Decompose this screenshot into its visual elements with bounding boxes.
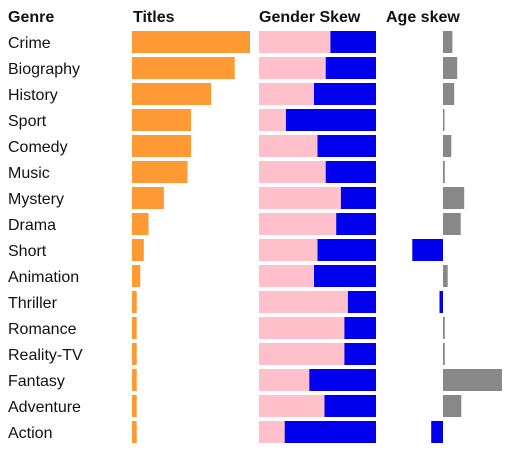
gender-female-bar-thriller	[259, 291, 348, 313]
gender-female-bar-comedy	[259, 135, 318, 157]
age-skew-bar-animation	[443, 265, 448, 287]
genre-label-mystery: Mystery	[8, 191, 64, 208]
genre-label-reality-tv: Reality-TV	[8, 347, 83, 364]
titles-bar-animation	[132, 265, 141, 287]
titles-bar-romance	[132, 317, 137, 339]
chart-rows: Crime Biography History Sport Comedy Music Mys…	[8, 31, 502, 443]
gender-male-bar-crime	[330, 31, 376, 53]
gender-male-bar-reality-tv	[344, 343, 376, 365]
gender-female-bar-history	[259, 83, 314, 105]
gender-male-bar-mystery	[340, 187, 376, 209]
genre-label-action: Action	[8, 425, 52, 442]
gender-female-bar-short	[259, 239, 318, 261]
age-skew-bar-music	[443, 161, 445, 183]
gender-male-bar-romance	[344, 317, 376, 339]
gender-male-bar-music	[325, 161, 376, 183]
gender-male-bar-history	[314, 83, 376, 105]
titles-bar-short	[132, 239, 144, 261]
age-skew-bar-thriller	[439, 291, 443, 313]
age-skew-bar-romance	[443, 317, 445, 339]
age-skew-bar-action	[431, 421, 443, 443]
genre-label-drama: Drama	[8, 217, 56, 234]
titles-bar-biography	[132, 57, 235, 79]
gender-female-bar-crime	[259, 31, 331, 53]
age-skew-bar-fantasy	[443, 369, 502, 391]
titles-bar-drama	[132, 213, 149, 235]
titles-bar-mystery	[132, 187, 164, 209]
genre-header: Genre	[8, 9, 54, 26]
gender-male-bar-thriller	[347, 291, 376, 313]
titles-header: Titles	[133, 9, 175, 26]
gender-male-bar-action	[284, 421, 376, 443]
titles-bar-crime	[132, 31, 250, 53]
genre-label-animation: Animation	[8, 269, 79, 286]
gender-female-bar-animation	[259, 265, 314, 287]
age-skew-bar-crime	[443, 31, 453, 53]
gender-female-bar-music	[259, 161, 326, 183]
gender-female-bar-biography	[259, 57, 326, 79]
titles-bar-adventure	[132, 395, 137, 417]
genre-label-fantasy: Fantasy	[8, 373, 65, 390]
gender-male-bar-biography	[325, 57, 376, 79]
gender-female-bar-drama	[259, 213, 337, 235]
genre-label-thriller: Thriller	[8, 295, 58, 312]
genre-label-sport: Sport	[8, 113, 47, 130]
age-skew-bar-reality-tv	[443, 343, 445, 365]
titles-bar-comedy	[132, 135, 191, 157]
gender-female-bar-sport	[259, 109, 286, 131]
gender-male-bar-comedy	[317, 135, 376, 157]
gender-male-bar-animation	[314, 265, 376, 287]
gender-male-bar-sport	[285, 109, 376, 131]
genre-label-music: Music	[8, 165, 50, 182]
titles-bar-music	[132, 161, 188, 183]
titles-bar-action	[132, 421, 137, 443]
age-skew-header: Age skew	[386, 9, 460, 26]
genre-label-biography: Biography	[8, 61, 80, 78]
age-skew-bar-drama	[443, 213, 461, 235]
age-skew-bar-short	[412, 239, 443, 261]
genre-label-history: History	[8, 87, 58, 104]
gender-female-bar-mystery	[259, 187, 341, 209]
age-skew-bar-history	[443, 83, 455, 105]
gender-female-bar-adventure	[259, 395, 325, 417]
gender-male-bar-fantasy	[309, 369, 376, 391]
age-skew-bar-biography	[443, 57, 458, 79]
titles-bar-thriller	[132, 291, 137, 313]
genre-label-romance: Romance	[8, 321, 77, 338]
gender-female-bar-reality-tv	[259, 343, 345, 365]
genre-label-adventure: Adventure	[8, 399, 81, 416]
gender-male-bar-drama	[336, 213, 376, 235]
titles-bar-fantasy	[132, 369, 137, 391]
gender-skew-header: Gender Skew	[259, 9, 361, 26]
age-skew-bar-comedy	[443, 135, 452, 157]
titles-bar-sport	[132, 109, 191, 131]
gender-female-bar-fantasy	[259, 369, 310, 391]
gender-female-bar-action	[259, 421, 285, 443]
age-skew-bar-mystery	[443, 187, 465, 209]
titles-bar-reality-tv	[132, 343, 137, 365]
genre-label-comedy: Comedy	[8, 139, 68, 156]
age-skew-bar-adventure	[443, 395, 462, 417]
gender-male-bar-adventure	[324, 395, 376, 417]
genre-label-crime: Crime	[8, 35, 51, 52]
gender-male-bar-short	[317, 239, 376, 261]
gender-female-bar-romance	[259, 317, 345, 339]
titles-bar-history	[132, 83, 212, 105]
age-skew-bar-sport	[443, 109, 445, 131]
genre-label-short: Short	[8, 243, 47, 260]
